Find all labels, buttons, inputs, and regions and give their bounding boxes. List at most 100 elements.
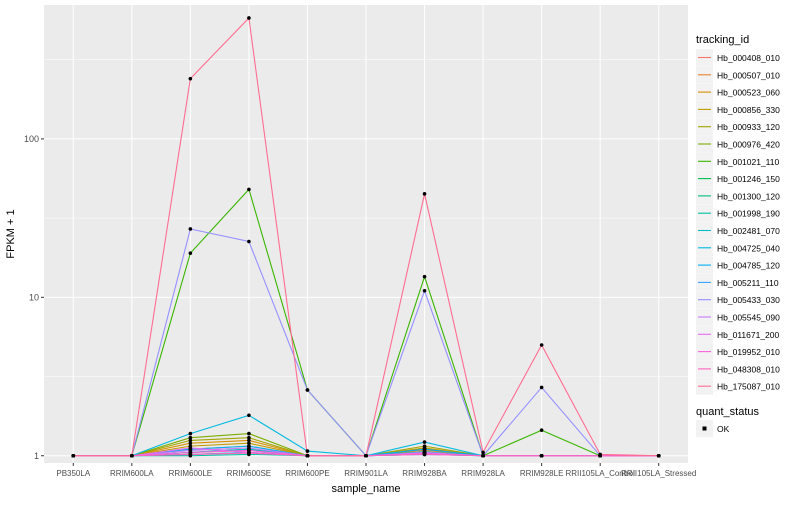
legend-item: Hb_005545_090	[696, 308, 780, 326]
legend-item: Hb_005211_110	[696, 273, 779, 291]
legend-status-label: OK	[717, 424, 730, 434]
legend-label: Hb_001246_150	[717, 174, 780, 184]
legend: tracking_id Hb_000408_010Hb_000507_010Hb…	[696, 34, 780, 437]
x-tick-label: RRIM928BA	[402, 469, 447, 478]
data-point	[305, 388, 310, 392]
legend-status-marker	[702, 426, 707, 431]
data-point	[130, 453, 134, 458]
x-tick-label: RRIM928LA	[461, 469, 505, 478]
data-point	[247, 438, 251, 443]
data-point	[188, 251, 193, 255]
legend-label: Hb_001998_190	[717, 209, 780, 219]
x-tick-label: RRIM901LA	[344, 469, 388, 478]
data-point	[481, 453, 485, 458]
legend-item: Hb_019952_010	[696, 343, 780, 361]
legend-item: Hb_001246_150	[696, 170, 780, 188]
data-point	[422, 274, 427, 279]
data-point	[247, 16, 251, 20]
legend-items: Hb_000408_010 Hb_000507_010 Hb_000523_060 H…	[696, 49, 780, 395]
y-tick-label: 100	[24, 134, 39, 144]
legend-label: Hb_000976_420	[717, 140, 780, 150]
y-axis: 1 10 100	[24, 134, 44, 461]
x-tick-label: RRIM600LA	[110, 469, 154, 478]
x-tick-label: RRII105LA_Control	[565, 469, 635, 478]
data-point	[188, 441, 193, 446]
data-point	[247, 441, 251, 446]
legend-label: Hb_004785_120	[717, 261, 780, 271]
data-point	[305, 453, 310, 458]
x-tick-label: RRII105LA_Stressed	[621, 469, 696, 478]
data-point	[188, 76, 193, 81]
legend-item: Hb_000976_420	[696, 135, 780, 153]
legend-label: Hb_000856_330	[717, 105, 780, 115]
x-axis-title: sample_name	[331, 483, 400, 495]
data-point	[656, 453, 661, 458]
legend-label: Hb_005433_030	[717, 295, 780, 305]
data-point	[422, 444, 427, 448]
legend-label: Hb_000507_010	[717, 70, 780, 80]
legend-title-tracking-id: tracking_id	[696, 34, 749, 46]
legend-item: Hb_000933_120	[696, 118, 780, 136]
legend-status-item: OK	[696, 420, 730, 437]
data-point	[598, 452, 602, 457]
y-tick-label: 10	[29, 292, 39, 302]
legend-label: Hb_000523_060	[717, 88, 780, 98]
data-point	[422, 452, 427, 457]
legend-label: Hb_048308_010	[717, 364, 780, 374]
y-axis-title: FPKM + 1	[5, 209, 17, 258]
data-point	[305, 449, 310, 453]
data-point	[422, 447, 427, 451]
legend-label: Hb_004725_040	[717, 243, 780, 253]
legend-label: Hb_001021_110	[717, 157, 780, 167]
x-axis: PB350LA RRIM600LA RRIM600LE RRIM600SE RRIM60…	[56, 463, 696, 478]
legend-status-items: OK	[696, 420, 730, 437]
data-point	[188, 438, 193, 443]
data-point	[539, 453, 544, 458]
data-point	[422, 440, 427, 444]
data-point	[247, 451, 251, 455]
data-point	[422, 192, 427, 196]
legend-item: Hb_001998_190	[696, 204, 780, 222]
legend-item: Hb_048308_010	[696, 360, 780, 378]
data-point	[422, 288, 427, 293]
legend-item: Hb_002481_070	[696, 222, 780, 239]
legend-label: Hb_019952_010	[717, 347, 780, 357]
x-tick-label: RRIM928LE	[520, 469, 564, 478]
data-point	[188, 435, 193, 440]
x-tick-label: PB350LA	[56, 469, 90, 478]
data-point	[247, 187, 251, 192]
data-point	[247, 431, 251, 436]
data-point	[481, 450, 485, 455]
legend-label: Hb_000933_120	[717, 122, 780, 132]
legend-label: Hb_175087_010	[717, 382, 780, 392]
data-point	[188, 227, 193, 231]
grid-lines	[44, 5, 688, 463]
legend-item: Hb_004725_040	[696, 239, 780, 257]
legend-item: Hb_000507_010	[696, 66, 780, 84]
legend-label: Hb_005211_110	[717, 278, 779, 288]
legend-label: Hb_001300_120	[717, 191, 780, 201]
data-point	[539, 385, 544, 390]
legend-title-quant-status: quant_status	[696, 406, 759, 418]
data-point	[247, 446, 251, 450]
data-point	[247, 448, 251, 453]
data-point	[188, 452, 193, 457]
data-point	[247, 413, 251, 418]
legend-item: Hb_001300_120	[696, 187, 780, 205]
data-point	[539, 428, 544, 432]
legend-label: Hb_011671_200	[717, 330, 780, 340]
data-point	[539, 343, 544, 347]
legend-item: Hb_004785_120	[696, 256, 780, 274]
legend-item: Hb_000523_060	[696, 83, 780, 101]
x-tick-label: RRIM600LE	[169, 469, 213, 478]
legend-label: Hb_000408_010	[717, 53, 780, 63]
x-tick-label: RRIM600SE	[227, 469, 271, 478]
legend-item: Hb_011671_200	[696, 325, 780, 343]
data-point	[188, 431, 193, 436]
points-layer	[71, 16, 661, 458]
data-point	[247, 435, 251, 440]
x-tick-label: RRIM600PE	[285, 469, 329, 478]
legend-item: Hb_175087_010	[696, 377, 780, 395]
